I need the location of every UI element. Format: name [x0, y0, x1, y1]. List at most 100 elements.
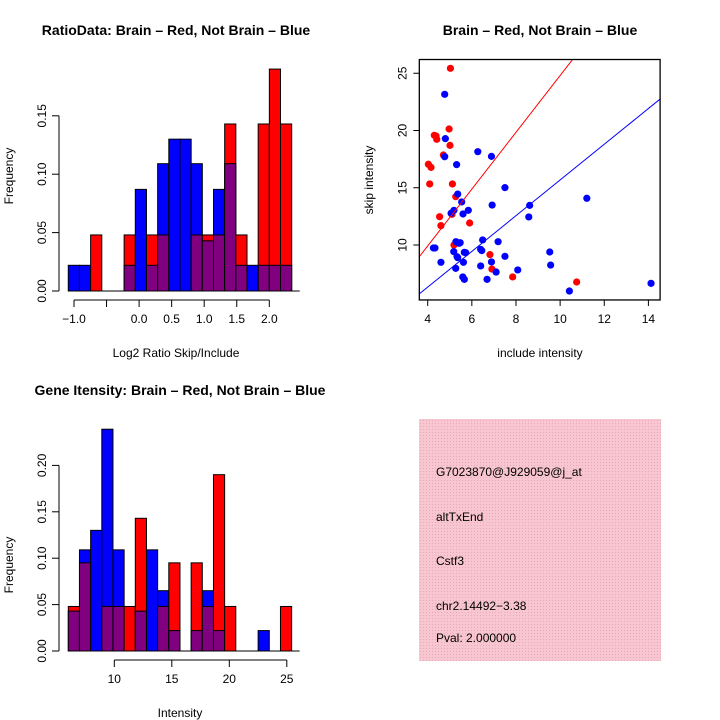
- overlap-bar: [157, 605, 170, 652]
- chart-title: Brain – Red, Not Brain – Blue: [443, 22, 638, 38]
- y-tick-label: 0.10: [35, 162, 49, 186]
- overlap-bar: [201, 605, 214, 652]
- y-tick-label: 0.15: [35, 104, 49, 128]
- not-brain-point: [494, 238, 502, 246]
- not-brain-point: [483, 275, 491, 283]
- x-tick-label: 2.0: [261, 312, 278, 326]
- info-box-background: [419, 419, 661, 661]
- brain-fit-line: [419, 59, 574, 258]
- not-brain-point: [478, 247, 486, 255]
- not-brain-point: [450, 206, 458, 214]
- event-type: altTxEnd: [436, 510, 483, 524]
- ratio-histogram: RatioData: Brain – Red, Not Brain – Blue…: [2, 22, 310, 360]
- brain-point: [448, 180, 457, 188]
- x-tick-label: −1.0: [62, 312, 86, 326]
- y-tick-label: 0.05: [35, 593, 49, 617]
- info-box: G7023870@J929059@j_at altTxEnd Cstf3 chr…: [419, 419, 661, 661]
- gene-name: Cstf3: [436, 554, 464, 568]
- genomic-location: chr2.14492−3.38: [436, 599, 527, 613]
- intensity-scatter-plot: Brain – Red, Not Brain – Blue include in…: [362, 22, 661, 360]
- brain-bar: [224, 605, 237, 652]
- x-axis-label: Intensity: [158, 706, 203, 720]
- not-brain-point: [459, 210, 467, 218]
- not-brain-point: [647, 279, 655, 287]
- overlap-bar: [201, 240, 214, 292]
- y-tick-label: 0.20: [35, 453, 49, 477]
- overlap-bar: [101, 605, 114, 652]
- x-tick-label: 10: [108, 672, 122, 686]
- not-brain-point: [546, 248, 554, 256]
- brain-point: [436, 213, 444, 221]
- overlap-bar: [134, 610, 147, 652]
- overlap-bar: [145, 264, 159, 292]
- x-axis-label: include intensity: [497, 346, 582, 360]
- not-brain-point: [514, 266, 522, 274]
- not-brain-point: [477, 262, 485, 270]
- not-brain-point: [462, 249, 470, 257]
- x-tick-label: 0.5: [163, 312, 180, 326]
- not-brain-point: [437, 258, 445, 266]
- x-tick-label: 20: [223, 672, 237, 686]
- brain-point: [573, 278, 581, 286]
- x-tick-label: 25: [280, 672, 294, 686]
- y-tick-label: 25: [395, 66, 409, 80]
- not-brain-point: [453, 161, 461, 169]
- overlap-bar: [212, 630, 226, 652]
- y-tick-label: 10: [395, 238, 409, 252]
- overlap-bar: [280, 264, 293, 292]
- not-brain-fit-line: [419, 98, 661, 295]
- overlap-bar: [112, 605, 125, 652]
- not-brain-bar: [168, 138, 181, 292]
- not-brain-point: [525, 213, 533, 221]
- y-tick-label: 0.00: [35, 639, 49, 663]
- brain-bar: [212, 474, 226, 652]
- y-tick-label: 0.05: [35, 221, 49, 245]
- not-brain-point: [488, 201, 496, 209]
- brain-point: [486, 251, 494, 259]
- chart-title: Gene Itensity: Brain – Red, Not Brain – …: [35, 382, 326, 398]
- not-brain-point: [459, 258, 468, 266]
- overlap-bar: [190, 234, 203, 292]
- overlap-bar: [257, 264, 270, 292]
- not-brain-point: [460, 275, 468, 283]
- overlap-bar: [67, 610, 80, 652]
- overlap-bar: [78, 562, 92, 652]
- not-brain-bar: [145, 549, 159, 652]
- brain-point: [433, 135, 441, 143]
- x-tick-label: 1.0: [196, 312, 213, 326]
- brain-point: [446, 64, 455, 72]
- not-brain-point: [583, 194, 591, 202]
- brain-bar: [123, 605, 136, 652]
- brain-point: [437, 222, 445, 230]
- overlap-bar: [224, 163, 237, 292]
- x-tick-label: 8: [513, 312, 520, 326]
- x-tick-label: 1.5: [228, 312, 245, 326]
- not-brain-bar: [134, 188, 147, 292]
- y-tick-label: 0.00: [35, 279, 49, 303]
- overlap-bar: [157, 234, 170, 292]
- not-brain-point: [452, 264, 460, 272]
- x-tick-label: 0.0: [131, 312, 148, 326]
- not-brain-bar: [257, 630, 270, 652]
- brain-point: [445, 125, 453, 133]
- y-axis-label: skip intensity: [362, 146, 376, 215]
- not-brain-point: [501, 184, 509, 192]
- x-tick-label: 14: [642, 312, 656, 326]
- brain-point: [427, 163, 435, 171]
- overlap-bar: [235, 264, 248, 292]
- not-brain-point: [454, 254, 462, 262]
- gene-intensity-histogram: Gene Itensity: Brain – Red, Not Brain – …: [2, 382, 326, 720]
- x-tick-label: 6: [468, 312, 475, 326]
- not-brain-point: [492, 268, 500, 276]
- overlap-bar: [168, 630, 181, 652]
- p-value: Pval: 2.000000: [436, 631, 516, 645]
- not-brain-point: [454, 190, 462, 198]
- y-tick-label: 0.15: [35, 500, 49, 524]
- y-tick-label: 15: [395, 181, 409, 195]
- not-brain-point: [464, 206, 472, 214]
- overlap-bar: [123, 264, 136, 292]
- y-tick-label: 0.10: [35, 546, 49, 570]
- not-brain-point: [456, 239, 464, 247]
- x-axis-label: Log2 Ratio Skip/Include: [113, 346, 240, 360]
